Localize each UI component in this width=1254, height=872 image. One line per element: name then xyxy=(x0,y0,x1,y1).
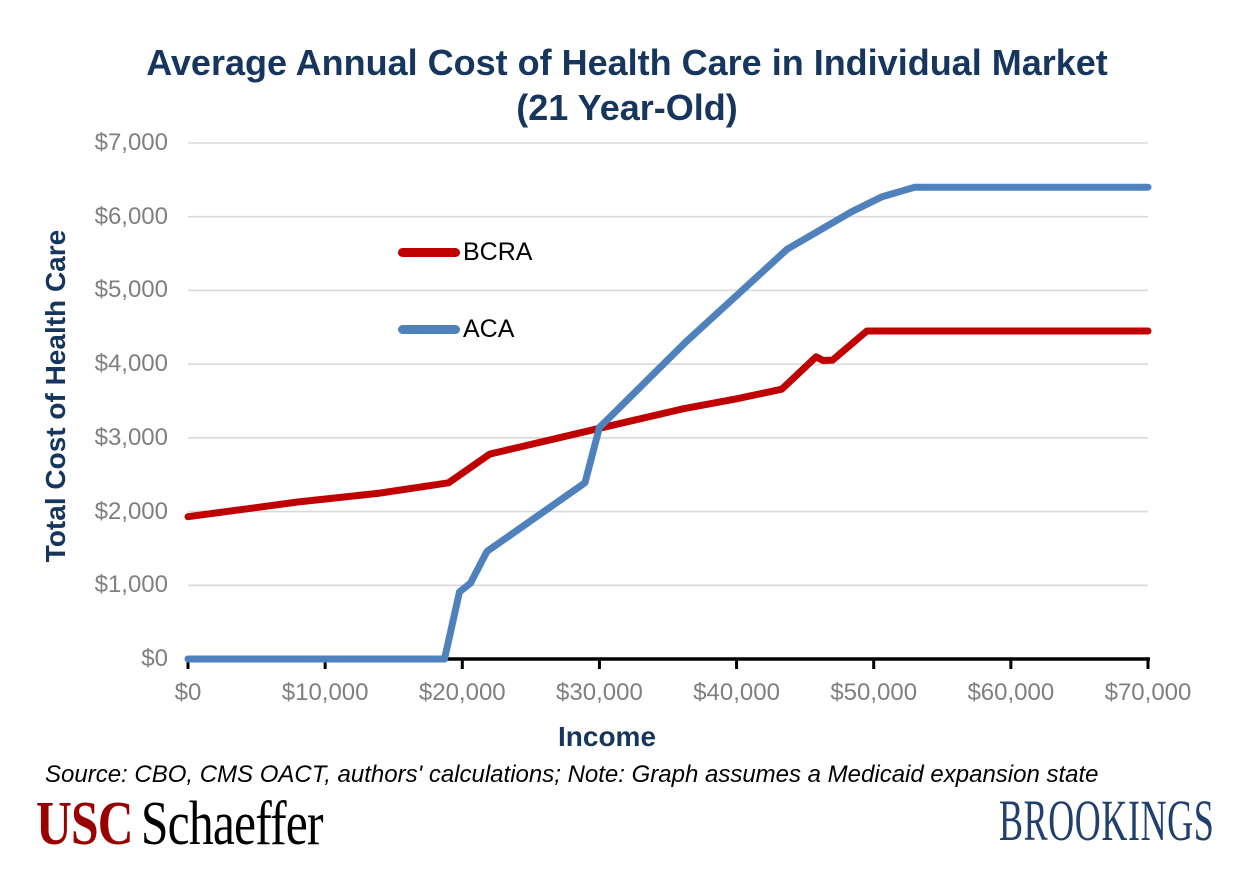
x-tick-label: $10,000 xyxy=(281,679,369,706)
chart-title-line1: Average Annual Cost of Health Care in In… xyxy=(146,42,1108,83)
usc-logo-text: USC xyxy=(36,790,134,858)
y-tick-label: $1,000 xyxy=(94,571,168,599)
source-note: Source: CBO, CMS OACT, authors' calculat… xyxy=(45,761,1099,788)
x-axis-title: Income xyxy=(557,721,657,752)
y-tick-label: $4,000 xyxy=(94,350,168,378)
line-aca xyxy=(184,183,1152,663)
usc-schaeffer-logo: USC Schaeffer xyxy=(36,793,324,855)
x-tick-label: $40,000 xyxy=(693,679,780,706)
y-tick-label: $5,000 xyxy=(94,276,168,304)
y-tick-label: $3,000 xyxy=(94,423,168,451)
chart-title-line2: (21 Year-Old) xyxy=(516,87,738,128)
aca-line-swatch xyxy=(398,324,460,334)
x-tick-label: $60,000 xyxy=(967,679,1055,706)
legend-label-aca: ACA xyxy=(463,314,515,343)
schaeffer-logo-text: Schaeffer xyxy=(140,790,324,858)
line-bcra xyxy=(184,327,1152,521)
brookings-logo: BROOKINGS xyxy=(998,788,1214,853)
y-tick-label: $6,000 xyxy=(94,202,168,230)
x-tick-label: $50,000 xyxy=(830,679,918,706)
bcra-line-swatch xyxy=(398,247,460,257)
chart-title: Average Annual Cost of Health Care in In… xyxy=(0,40,1254,130)
y-tick-label: $0 xyxy=(141,645,168,672)
x-tick-label: $0 xyxy=(174,679,202,706)
legend-label-bcra: BCRA xyxy=(463,237,533,266)
x-tick-label: $30,000 xyxy=(556,679,643,706)
x-tick-label: $70,000 xyxy=(1104,679,1192,706)
legend: BCRA ACA xyxy=(398,233,532,348)
y-tick-label: $2,000 xyxy=(94,497,168,525)
y-tick-label: $7,000 xyxy=(94,129,168,156)
legend-item-aca: ACA xyxy=(398,310,532,348)
legend-item-bcra: BCRA xyxy=(398,233,532,271)
x-tick-label: $20,000 xyxy=(418,679,506,706)
